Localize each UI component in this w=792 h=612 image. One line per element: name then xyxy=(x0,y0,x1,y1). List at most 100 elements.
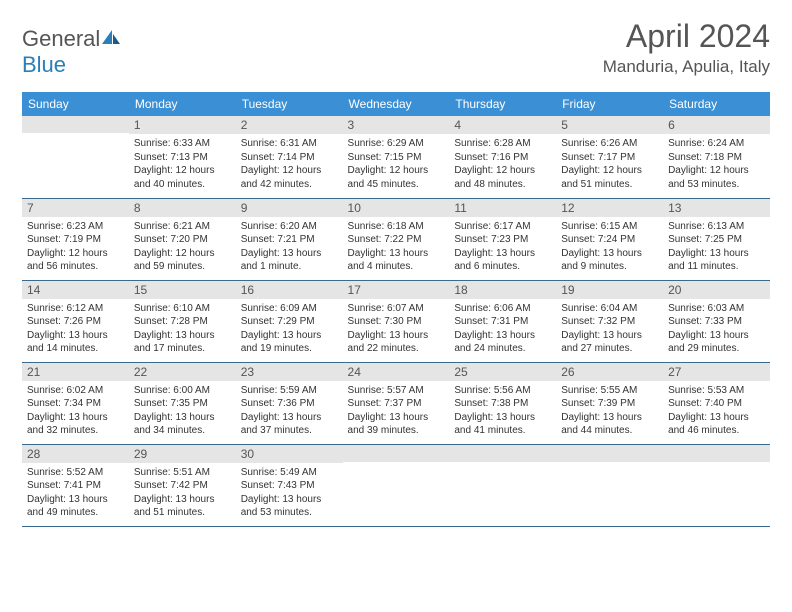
day-body: Sunrise: 6:13 AMSunset: 7:25 PMDaylight:… xyxy=(663,217,770,279)
daylight2-text: and 34 minutes. xyxy=(134,424,231,438)
day-number: 8 xyxy=(129,199,146,217)
daylight1-text: Daylight: 12 hours xyxy=(348,164,445,178)
day-number: 19 xyxy=(556,281,579,299)
daynum-row: 8 xyxy=(129,199,236,217)
daynum-row: 20 xyxy=(663,281,770,299)
sunrise-text: Sunrise: 5:51 AM xyxy=(134,466,231,480)
sunrise-text: Sunrise: 6:33 AM xyxy=(134,137,231,151)
day-body: Sunrise: 5:52 AMSunset: 7:41 PMDaylight:… xyxy=(22,463,129,525)
daynum-row: 14 xyxy=(22,281,129,299)
day-body: Sunrise: 6:24 AMSunset: 7:18 PMDaylight:… xyxy=(663,134,770,196)
daynum-row: 2 xyxy=(236,116,343,134)
day-body: Sunrise: 6:17 AMSunset: 7:23 PMDaylight:… xyxy=(449,217,556,279)
location: Manduria, Apulia, Italy xyxy=(603,57,770,77)
sunset-text: Sunset: 7:37 PM xyxy=(348,397,445,411)
day-number: 20 xyxy=(663,281,686,299)
daylight1-text: Daylight: 13 hours xyxy=(668,411,765,425)
daylight1-text: Daylight: 13 hours xyxy=(241,411,338,425)
daynum-row xyxy=(22,116,129,133)
calendar-row: 14Sunrise: 6:12 AMSunset: 7:26 PMDayligh… xyxy=(22,280,770,362)
daynum-row xyxy=(449,445,556,462)
calendar-cell: 4Sunrise: 6:28 AMSunset: 7:16 PMDaylight… xyxy=(449,116,556,198)
day-number: 15 xyxy=(129,281,152,299)
day-header: Tuesday xyxy=(236,92,343,116)
day-number: 17 xyxy=(343,281,366,299)
sunrise-text: Sunrise: 6:02 AM xyxy=(27,384,124,398)
day-body: Sunrise: 6:06 AMSunset: 7:31 PMDaylight:… xyxy=(449,299,556,361)
day-body: Sunrise: 6:02 AMSunset: 7:34 PMDaylight:… xyxy=(22,381,129,443)
daynum-row: 11 xyxy=(449,199,556,217)
daynum-row: 23 xyxy=(236,363,343,381)
sunset-text: Sunset: 7:23 PM xyxy=(454,233,551,247)
day-number: 4 xyxy=(449,116,466,134)
day-body: Sunrise: 6:12 AMSunset: 7:26 PMDaylight:… xyxy=(22,299,129,361)
daynum-row: 4 xyxy=(449,116,556,134)
sunset-text: Sunset: 7:36 PM xyxy=(241,397,338,411)
day-number xyxy=(556,445,566,462)
daynum-row: 26 xyxy=(556,363,663,381)
daylight2-text: and 17 minutes. xyxy=(134,342,231,356)
daynum-row: 9 xyxy=(236,199,343,217)
day-number: 14 xyxy=(22,281,45,299)
daylight1-text: Daylight: 12 hours xyxy=(134,247,231,261)
daylight1-text: Daylight: 13 hours xyxy=(561,329,658,343)
calendar-cell: 15Sunrise: 6:10 AMSunset: 7:28 PMDayligh… xyxy=(129,280,236,362)
calendar-cell: 9Sunrise: 6:20 AMSunset: 7:21 PMDaylight… xyxy=(236,198,343,280)
sunrise-text: Sunrise: 6:07 AM xyxy=(348,302,445,316)
daylight1-text: Daylight: 13 hours xyxy=(561,247,658,261)
sunset-text: Sunset: 7:17 PM xyxy=(561,151,658,165)
calendar-table: Sunday Monday Tuesday Wednesday Thursday… xyxy=(22,92,770,527)
sunset-text: Sunset: 7:19 PM xyxy=(27,233,124,247)
calendar-cell: 20Sunrise: 6:03 AMSunset: 7:33 PMDayligh… xyxy=(663,280,770,362)
day-body: Sunrise: 6:21 AMSunset: 7:20 PMDaylight:… xyxy=(129,217,236,279)
day-number: 28 xyxy=(22,445,45,463)
day-number: 11 xyxy=(449,199,471,217)
calendar-row: 1Sunrise: 6:33 AMSunset: 7:13 PMDaylight… xyxy=(22,116,770,198)
calendar-cell: 26Sunrise: 5:55 AMSunset: 7:39 PMDayligh… xyxy=(556,362,663,444)
day-body: Sunrise: 6:23 AMSunset: 7:19 PMDaylight:… xyxy=(22,217,129,279)
calendar-cell xyxy=(22,116,129,198)
sunrise-text: Sunrise: 6:18 AM xyxy=(348,220,445,234)
daylight2-text: and 42 minutes. xyxy=(241,178,338,192)
daylight2-text: and 49 minutes. xyxy=(27,506,124,520)
day-body: Sunrise: 6:20 AMSunset: 7:21 PMDaylight:… xyxy=(236,217,343,279)
logo-part2: Blue xyxy=(22,52,66,77)
daylight1-text: Daylight: 13 hours xyxy=(348,247,445,261)
day-number: 2 xyxy=(236,116,253,134)
daynum-row: 3 xyxy=(343,116,450,134)
daylight2-text: and 22 minutes. xyxy=(348,342,445,356)
logo-text: GeneralBlue xyxy=(22,26,122,78)
calendar-cell: 22Sunrise: 6:00 AMSunset: 7:35 PMDayligh… xyxy=(129,362,236,444)
day-number: 24 xyxy=(343,363,366,381)
calendar-cell: 10Sunrise: 6:18 AMSunset: 7:22 PMDayligh… xyxy=(343,198,450,280)
calendar-cell: 23Sunrise: 5:59 AMSunset: 7:36 PMDayligh… xyxy=(236,362,343,444)
sunset-text: Sunset: 7:24 PM xyxy=(561,233,658,247)
sunset-text: Sunset: 7:18 PM xyxy=(668,151,765,165)
month-title: April 2024 xyxy=(603,18,770,55)
daylight2-text: and 14 minutes. xyxy=(27,342,124,356)
day-header-row: Sunday Monday Tuesday Wednesday Thursday… xyxy=(22,92,770,116)
daylight1-text: Daylight: 12 hours xyxy=(241,164,338,178)
calendar-cell: 16Sunrise: 6:09 AMSunset: 7:29 PMDayligh… xyxy=(236,280,343,362)
daylight1-text: Daylight: 13 hours xyxy=(348,329,445,343)
daynum-row: 25 xyxy=(449,363,556,381)
day-body: Sunrise: 5:59 AMSunset: 7:36 PMDaylight:… xyxy=(236,381,343,443)
daylight1-text: Daylight: 12 hours xyxy=(668,164,765,178)
sunrise-text: Sunrise: 6:23 AM xyxy=(27,220,124,234)
sunrise-text: Sunrise: 6:13 AM xyxy=(668,220,765,234)
sunrise-text: Sunrise: 6:10 AM xyxy=(134,302,231,316)
day-body: Sunrise: 5:57 AMSunset: 7:37 PMDaylight:… xyxy=(343,381,450,443)
calendar-cell: 14Sunrise: 6:12 AMSunset: 7:26 PMDayligh… xyxy=(22,280,129,362)
sunrise-text: Sunrise: 5:55 AM xyxy=(561,384,658,398)
day-number xyxy=(663,445,673,462)
calendar-cell: 3Sunrise: 6:29 AMSunset: 7:15 PMDaylight… xyxy=(343,116,450,198)
daylight2-text: and 48 minutes. xyxy=(454,178,551,192)
day-number xyxy=(343,445,353,462)
daylight2-text: and 11 minutes. xyxy=(668,260,765,274)
sunrise-text: Sunrise: 5:52 AM xyxy=(27,466,124,480)
sunset-text: Sunset: 7:28 PM xyxy=(134,315,231,329)
daylight2-text: and 51 minutes. xyxy=(561,178,658,192)
calendar-cell: 5Sunrise: 6:26 AMSunset: 7:17 PMDaylight… xyxy=(556,116,663,198)
daylight2-text: and 4 minutes. xyxy=(348,260,445,274)
calendar-cell: 27Sunrise: 5:53 AMSunset: 7:40 PMDayligh… xyxy=(663,362,770,444)
